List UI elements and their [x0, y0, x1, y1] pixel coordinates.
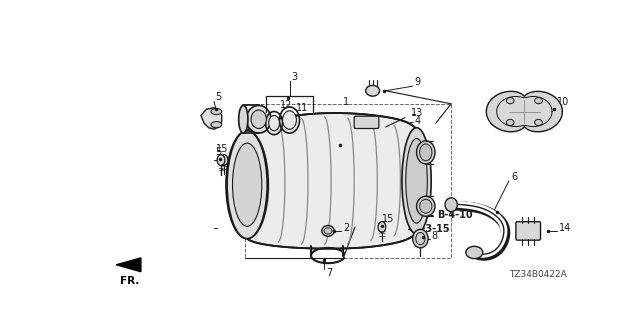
Polygon shape	[247, 113, 417, 249]
Text: 11: 11	[296, 103, 308, 114]
Ellipse shape	[506, 98, 514, 104]
Text: 4: 4	[414, 116, 420, 126]
Text: 5: 5	[215, 147, 221, 157]
Polygon shape	[116, 258, 141, 272]
Ellipse shape	[217, 155, 225, 165]
Ellipse shape	[466, 246, 483, 259]
Ellipse shape	[378, 222, 386, 232]
Ellipse shape	[211, 108, 221, 115]
Text: 14: 14	[559, 223, 572, 233]
Ellipse shape	[239, 105, 248, 133]
Ellipse shape	[283, 111, 296, 129]
Polygon shape	[201, 108, 221, 129]
Ellipse shape	[417, 196, 435, 216]
Text: B-4-10: B-4-10	[437, 211, 473, 220]
Text: 15: 15	[216, 144, 228, 154]
Ellipse shape	[227, 131, 267, 239]
Ellipse shape	[534, 98, 542, 104]
FancyBboxPatch shape	[516, 222, 541, 240]
Ellipse shape	[420, 144, 432, 161]
FancyBboxPatch shape	[354, 116, 379, 129]
Ellipse shape	[251, 110, 266, 129]
Ellipse shape	[402, 128, 431, 234]
Ellipse shape	[365, 85, 380, 96]
Text: B-3-15: B-3-15	[414, 224, 450, 234]
Text: 8: 8	[431, 230, 437, 241]
Text: TZ34B0422A: TZ34B0422A	[509, 270, 566, 279]
Text: 6: 6	[511, 172, 517, 182]
Ellipse shape	[220, 155, 228, 165]
Text: 13: 13	[411, 108, 424, 118]
Ellipse shape	[324, 228, 332, 234]
Ellipse shape	[413, 229, 428, 248]
Ellipse shape	[232, 143, 262, 226]
Polygon shape	[486, 91, 563, 132]
Text: 1: 1	[344, 97, 349, 107]
Text: 10: 10	[557, 97, 569, 107]
Ellipse shape	[420, 199, 432, 213]
Ellipse shape	[416, 232, 425, 245]
Ellipse shape	[269, 116, 280, 131]
Ellipse shape	[406, 139, 428, 223]
Text: 15: 15	[382, 213, 394, 224]
Ellipse shape	[534, 119, 542, 125]
Text: 5: 5	[215, 92, 221, 102]
Text: 3: 3	[291, 72, 297, 82]
Text: 9: 9	[414, 77, 420, 87]
Ellipse shape	[246, 105, 271, 133]
Text: 7: 7	[326, 268, 332, 278]
Text: FR.: FR.	[120, 276, 140, 285]
Ellipse shape	[506, 119, 514, 125]
Ellipse shape	[211, 122, 221, 128]
Text: 12: 12	[280, 100, 292, 110]
Text: 2: 2	[344, 223, 349, 233]
Ellipse shape	[226, 131, 268, 239]
Ellipse shape	[322, 226, 334, 236]
Ellipse shape	[445, 198, 458, 212]
Ellipse shape	[417, 141, 435, 164]
